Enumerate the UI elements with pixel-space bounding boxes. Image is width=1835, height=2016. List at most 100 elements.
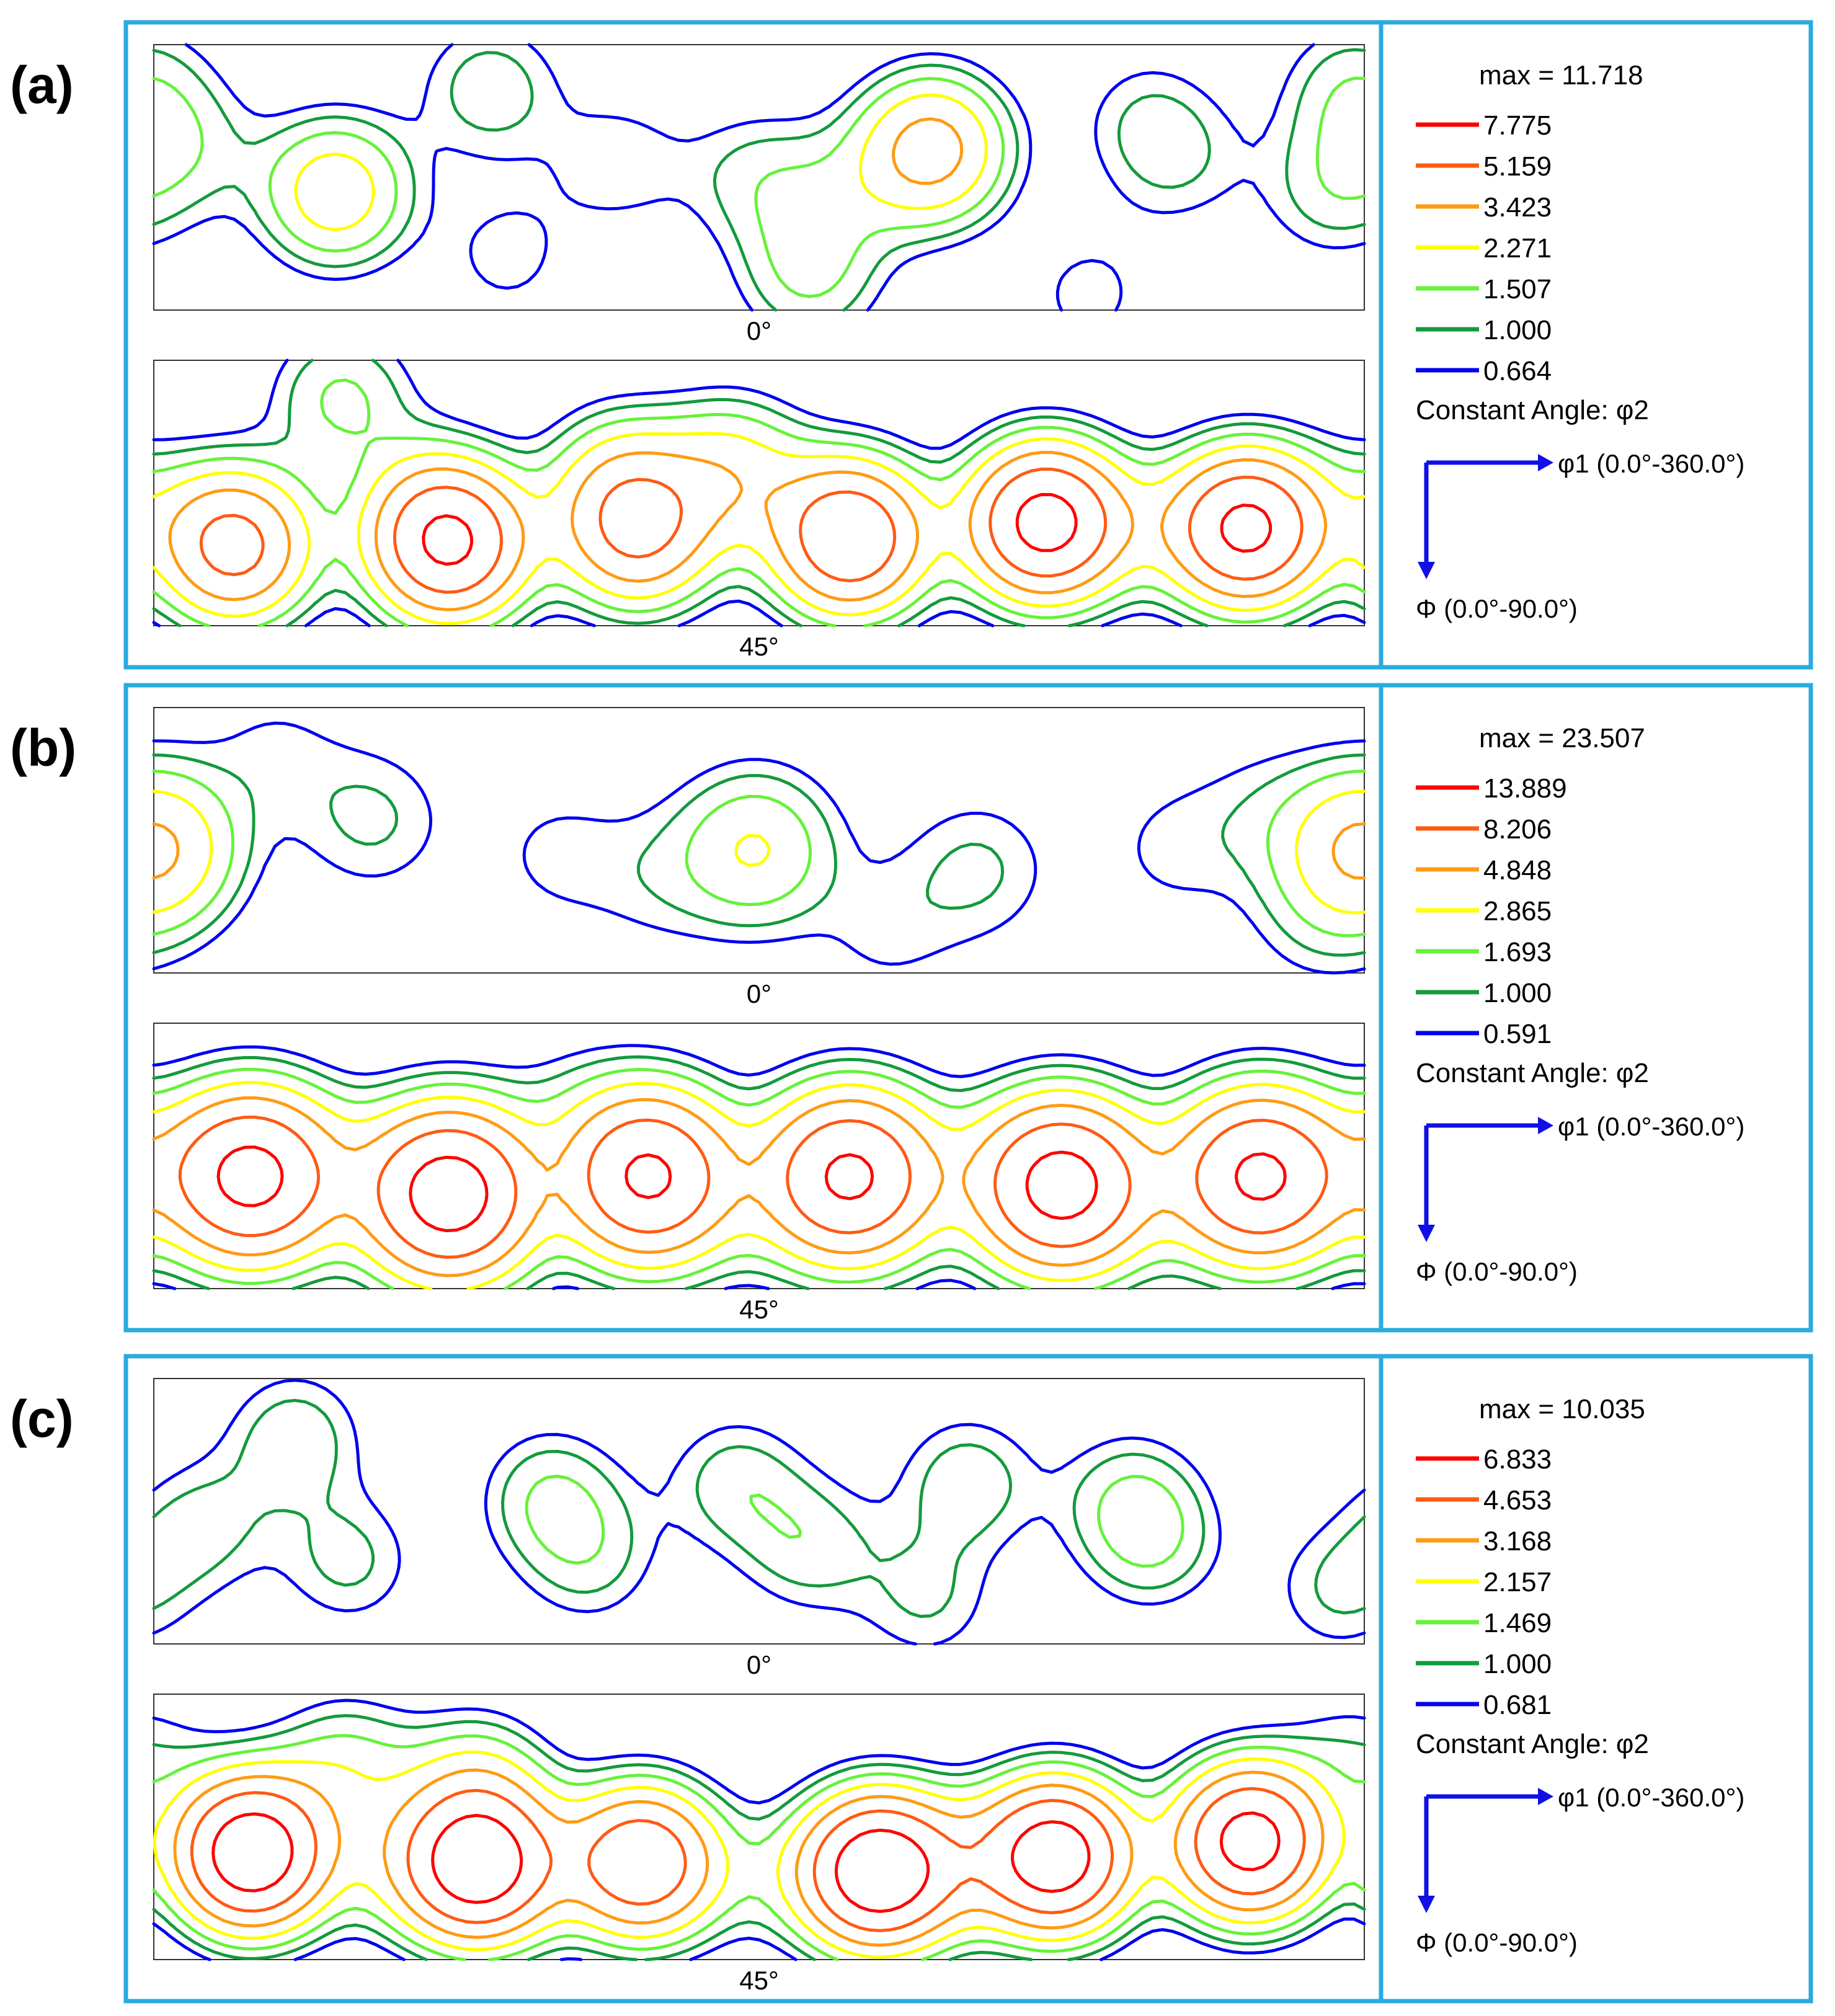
legend-level: 2.865 bbox=[1483, 896, 1552, 926]
contour-level-2 bbox=[152, 1398, 1366, 1619]
contour-level-7 bbox=[422, 493, 1273, 566]
legend-level: 1.000 bbox=[1483, 978, 1552, 1008]
legend-level: 7.775 bbox=[1483, 110, 1552, 141]
legend-level: 0.681 bbox=[1483, 1690, 1552, 1720]
legend-level: 0.591 bbox=[1483, 1019, 1552, 1049]
legend-level: 13.889 bbox=[1483, 773, 1567, 804]
y-axis-label: Φ (0.0°-90.0°) bbox=[1416, 1928, 1578, 1957]
contour-level-3 bbox=[152, 770, 1366, 938]
contour-level-6 bbox=[190, 1787, 1306, 1932]
phi1-arrowhead bbox=[1538, 1117, 1553, 1134]
panel-c: (c) 0° 45° max = 10.035 6.833 4.653 3.168 2.157… bbox=[10, 1354, 1813, 2004]
section-label: 45° bbox=[739, 1295, 779, 1324]
contour-level-2 bbox=[152, 1055, 1366, 1290]
contour-level-4 bbox=[153, 1750, 1346, 1959]
contour-level-6 bbox=[178, 1116, 1328, 1259]
contour-level-3 bbox=[525, 1475, 1184, 1568]
legend-level: 0.664 bbox=[1483, 356, 1552, 386]
contour-level-5 bbox=[173, 1768, 1325, 1947]
section-box bbox=[153, 44, 1365, 311]
panel-b: (b) 0° 45° max = 23.507 13.889 8.206 4.848 2.86… bbox=[10, 683, 1813, 1333]
legend-level: 5.159 bbox=[1483, 151, 1552, 182]
contour-level-1 bbox=[152, 43, 1366, 312]
phi1-arrowhead bbox=[1538, 454, 1553, 471]
legend-level: 4.848 bbox=[1483, 855, 1552, 886]
contour-level-6 bbox=[199, 468, 1304, 594]
section-0: 0° bbox=[152, 43, 1366, 345]
x-axis-label: φ1 (0.0°-360.0°) bbox=[1558, 1112, 1744, 1141]
contour-level-4 bbox=[152, 1081, 1366, 1290]
section-box bbox=[153, 1694, 1365, 1960]
contour-level-4 bbox=[152, 789, 1366, 915]
legend-level: 2.157 bbox=[1483, 1567, 1552, 1597]
y-axis-label: Φ (0.0°-90.0°) bbox=[1416, 594, 1578, 623]
legend-level: 3.168 bbox=[1483, 1526, 1552, 1556]
contour-level-5 bbox=[168, 451, 1328, 611]
contour-level-3 bbox=[152, 76, 1366, 298]
section-0: 0° bbox=[152, 1378, 1366, 1679]
legend-frame bbox=[1379, 683, 1813, 1333]
legend: max = 23.507 13.889 8.206 4.848 2.865 1.693 1.… bbox=[1416, 723, 1744, 1286]
contour-level-2 bbox=[152, 1714, 1366, 1961]
section-1: 45° bbox=[152, 1694, 1366, 1995]
y-axis-label: Φ (0.0°-90.0°) bbox=[1416, 1257, 1578, 1286]
contour-level-5 bbox=[152, 1096, 1366, 1277]
phi-arrowhead bbox=[1418, 1896, 1435, 1913]
legend-level: 1.693 bbox=[1483, 937, 1552, 967]
contour-level-1 bbox=[152, 358, 1366, 628]
section-1: 45° bbox=[152, 1023, 1366, 1324]
phi-arrowhead bbox=[1418, 562, 1435, 579]
constant-angle: Constant Angle: φ2 bbox=[1416, 1729, 1649, 1759]
legend: max = 11.718 7.775 5.159 3.423 2.271 1.507 1.0… bbox=[1416, 60, 1744, 623]
section-0: 0° bbox=[152, 707, 1366, 1008]
legend-level: 1.000 bbox=[1483, 315, 1552, 345]
legend-level: 2.271 bbox=[1483, 233, 1552, 264]
x-axis-label: φ1 (0.0°-360.0°) bbox=[1558, 449, 1744, 478]
phi1-arrowhead bbox=[1538, 1788, 1553, 1805]
section-label: 0° bbox=[747, 316, 771, 345]
contour-level-1 bbox=[152, 1379, 1366, 1646]
phi-arrowhead bbox=[1418, 1225, 1435, 1242]
legend-level: 1.507 bbox=[1483, 274, 1552, 304]
legend-level: 4.653 bbox=[1483, 1485, 1552, 1516]
panel-label: (a) bbox=[10, 56, 74, 114]
contour-level-2 bbox=[152, 48, 1366, 312]
panel-label: (c) bbox=[10, 1390, 74, 1448]
section-label: 0° bbox=[747, 1650, 771, 1679]
legend-level: 1.000 bbox=[1483, 1649, 1552, 1679]
section-label: 45° bbox=[739, 1966, 779, 1995]
section-label: 45° bbox=[739, 632, 779, 661]
max-label: max = 23.507 bbox=[1479, 723, 1645, 753]
legend-frame bbox=[1379, 20, 1813, 670]
contour-level-2 bbox=[152, 753, 1366, 957]
legend-level: 3.423 bbox=[1483, 192, 1552, 223]
constant-angle: Constant Angle: φ2 bbox=[1416, 395, 1649, 425]
panel-label: (b) bbox=[10, 719, 76, 777]
legend-level: 8.206 bbox=[1483, 814, 1552, 845]
contour-level-7 bbox=[216, 1145, 1287, 1233]
contour-level-7 bbox=[211, 1811, 1281, 1913]
contour-level-1 bbox=[152, 1044, 1366, 1290]
contour-level-5 bbox=[892, 117, 964, 185]
contour-level-5 bbox=[152, 822, 1366, 880]
legend-level: 1.469 bbox=[1483, 1608, 1552, 1638]
contour-level-3 bbox=[152, 1067, 1366, 1290]
section-1: 45° bbox=[152, 358, 1366, 661]
legend: max = 10.035 6.833 4.653 3.168 2.157 1.469 1.0… bbox=[1416, 1394, 1744, 1957]
contour-level-3 bbox=[152, 378, 1366, 628]
section-label: 0° bbox=[747, 979, 771, 1008]
constant-angle: Constant Angle: φ2 bbox=[1416, 1058, 1649, 1088]
legend-level: 6.833 bbox=[1483, 1444, 1552, 1475]
contour-level-4 bbox=[152, 432, 1366, 626]
x-axis-label: φ1 (0.0°-360.0°) bbox=[1558, 1783, 1744, 1812]
contour-level-3 bbox=[152, 1734, 1366, 1961]
contour-level-1 bbox=[152, 721, 1366, 975]
legend-frame bbox=[1379, 1354, 1813, 2004]
contour-level-2 bbox=[152, 358, 1366, 628]
section-box bbox=[153, 707, 1365, 974]
contour-level-4 bbox=[294, 93, 988, 231]
contour-level-1 bbox=[152, 1699, 1366, 1961]
max-label: max = 10.035 bbox=[1479, 1394, 1645, 1424]
max-label: max = 11.718 bbox=[1479, 60, 1643, 91]
